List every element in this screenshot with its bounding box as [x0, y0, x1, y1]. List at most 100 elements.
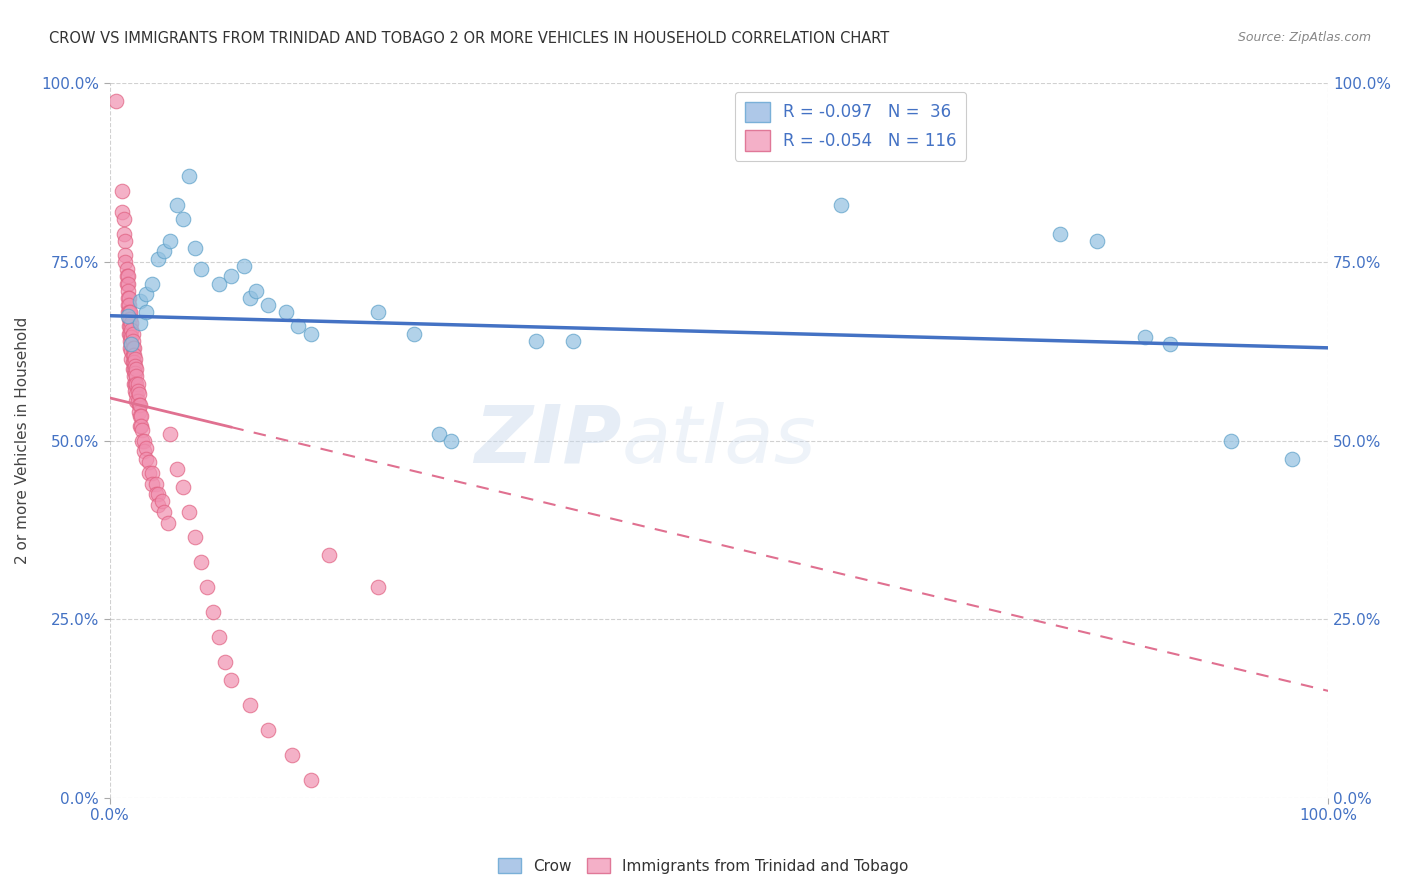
Point	[121, 362, 143, 376]
Point	[129, 409, 152, 423]
Y-axis label: 2 or more Vehicles in Household: 2 or more Vehicles in Household	[15, 318, 30, 565]
Point	[153, 244, 176, 259]
Point	[115, 277, 138, 291]
Point	[115, 269, 138, 284]
Point	[121, 330, 143, 344]
Point	[367, 580, 389, 594]
Point	[125, 369, 148, 384]
Point	[153, 505, 176, 519]
Point	[427, 426, 450, 441]
Point	[125, 394, 148, 409]
Legend: R = -0.097   N =  36, R = -0.054   N = 116: R = -0.097 N = 36, R = -0.054 N = 116	[734, 92, 966, 161]
Point	[121, 355, 143, 369]
Point	[128, 398, 150, 412]
Point	[524, 334, 547, 348]
Point	[111, 205, 134, 219]
Point	[190, 555, 212, 569]
Point	[135, 305, 157, 319]
Point	[124, 366, 146, 380]
Point	[166, 462, 188, 476]
Point	[281, 748, 304, 763]
Point	[1135, 330, 1157, 344]
Point	[125, 376, 148, 391]
Point	[221, 269, 243, 284]
Point	[830, 198, 852, 212]
Point	[190, 262, 212, 277]
Point	[202, 605, 225, 619]
Point	[276, 305, 298, 319]
Point	[135, 287, 157, 301]
Point	[1085, 234, 1108, 248]
Point	[121, 341, 143, 355]
Point	[114, 255, 136, 269]
Point	[127, 384, 149, 398]
Text: ZIP: ZIP	[474, 401, 621, 480]
Point	[1049, 227, 1071, 241]
Point	[127, 394, 149, 409]
Point	[118, 305, 141, 319]
Point	[120, 305, 142, 319]
Point	[122, 341, 145, 355]
Point	[117, 298, 139, 312]
Point	[120, 326, 142, 341]
Point	[221, 673, 243, 688]
Point	[124, 359, 146, 373]
Point	[145, 487, 167, 501]
Text: CROW VS IMMIGRANTS FROM TRINIDAD AND TOBAGO 2 OR MORE VEHICLES IN HOUSEHOLD CORR: CROW VS IMMIGRANTS FROM TRINIDAD AND TOB…	[49, 31, 890, 46]
Point	[561, 334, 583, 348]
Point	[184, 241, 207, 255]
Point	[299, 326, 322, 341]
Point	[117, 269, 139, 284]
Point	[232, 259, 254, 273]
Point	[120, 312, 142, 326]
Point	[132, 434, 155, 448]
Point	[184, 530, 207, 544]
Point	[111, 184, 134, 198]
Point	[121, 337, 143, 351]
Point	[1159, 337, 1181, 351]
Point	[287, 319, 309, 334]
Point	[145, 476, 167, 491]
Text: Source: ZipAtlas.com: Source: ZipAtlas.com	[1237, 31, 1371, 45]
Point	[159, 426, 181, 441]
Point	[239, 698, 262, 713]
Point	[1281, 451, 1303, 466]
Point	[114, 248, 136, 262]
Point	[129, 419, 152, 434]
Point	[122, 376, 145, 391]
Point	[141, 476, 163, 491]
Point	[118, 298, 141, 312]
Legend: Crow, Immigrants from Trinidad and Tobago: Crow, Immigrants from Trinidad and Tobag…	[492, 852, 914, 880]
Point	[117, 305, 139, 319]
Point	[166, 198, 188, 212]
Point	[117, 291, 139, 305]
Point	[120, 341, 142, 355]
Point	[117, 284, 139, 298]
Point	[159, 234, 181, 248]
Point	[135, 441, 157, 455]
Point	[132, 444, 155, 458]
Point	[148, 498, 170, 512]
Point	[112, 212, 135, 227]
Point	[118, 312, 141, 326]
Point	[157, 516, 180, 530]
Point	[129, 316, 152, 330]
Point	[121, 323, 143, 337]
Point	[195, 580, 218, 594]
Point	[117, 277, 139, 291]
Point	[122, 369, 145, 384]
Point	[129, 419, 152, 434]
Point	[124, 376, 146, 391]
Point	[128, 387, 150, 401]
Point	[121, 337, 143, 351]
Point	[138, 466, 160, 480]
Point	[121, 316, 143, 330]
Point	[214, 655, 236, 669]
Point	[150, 494, 173, 508]
Point	[172, 212, 194, 227]
Point	[121, 348, 143, 362]
Point	[318, 548, 340, 562]
Point	[121, 326, 143, 341]
Point	[208, 277, 231, 291]
Point	[124, 351, 146, 366]
